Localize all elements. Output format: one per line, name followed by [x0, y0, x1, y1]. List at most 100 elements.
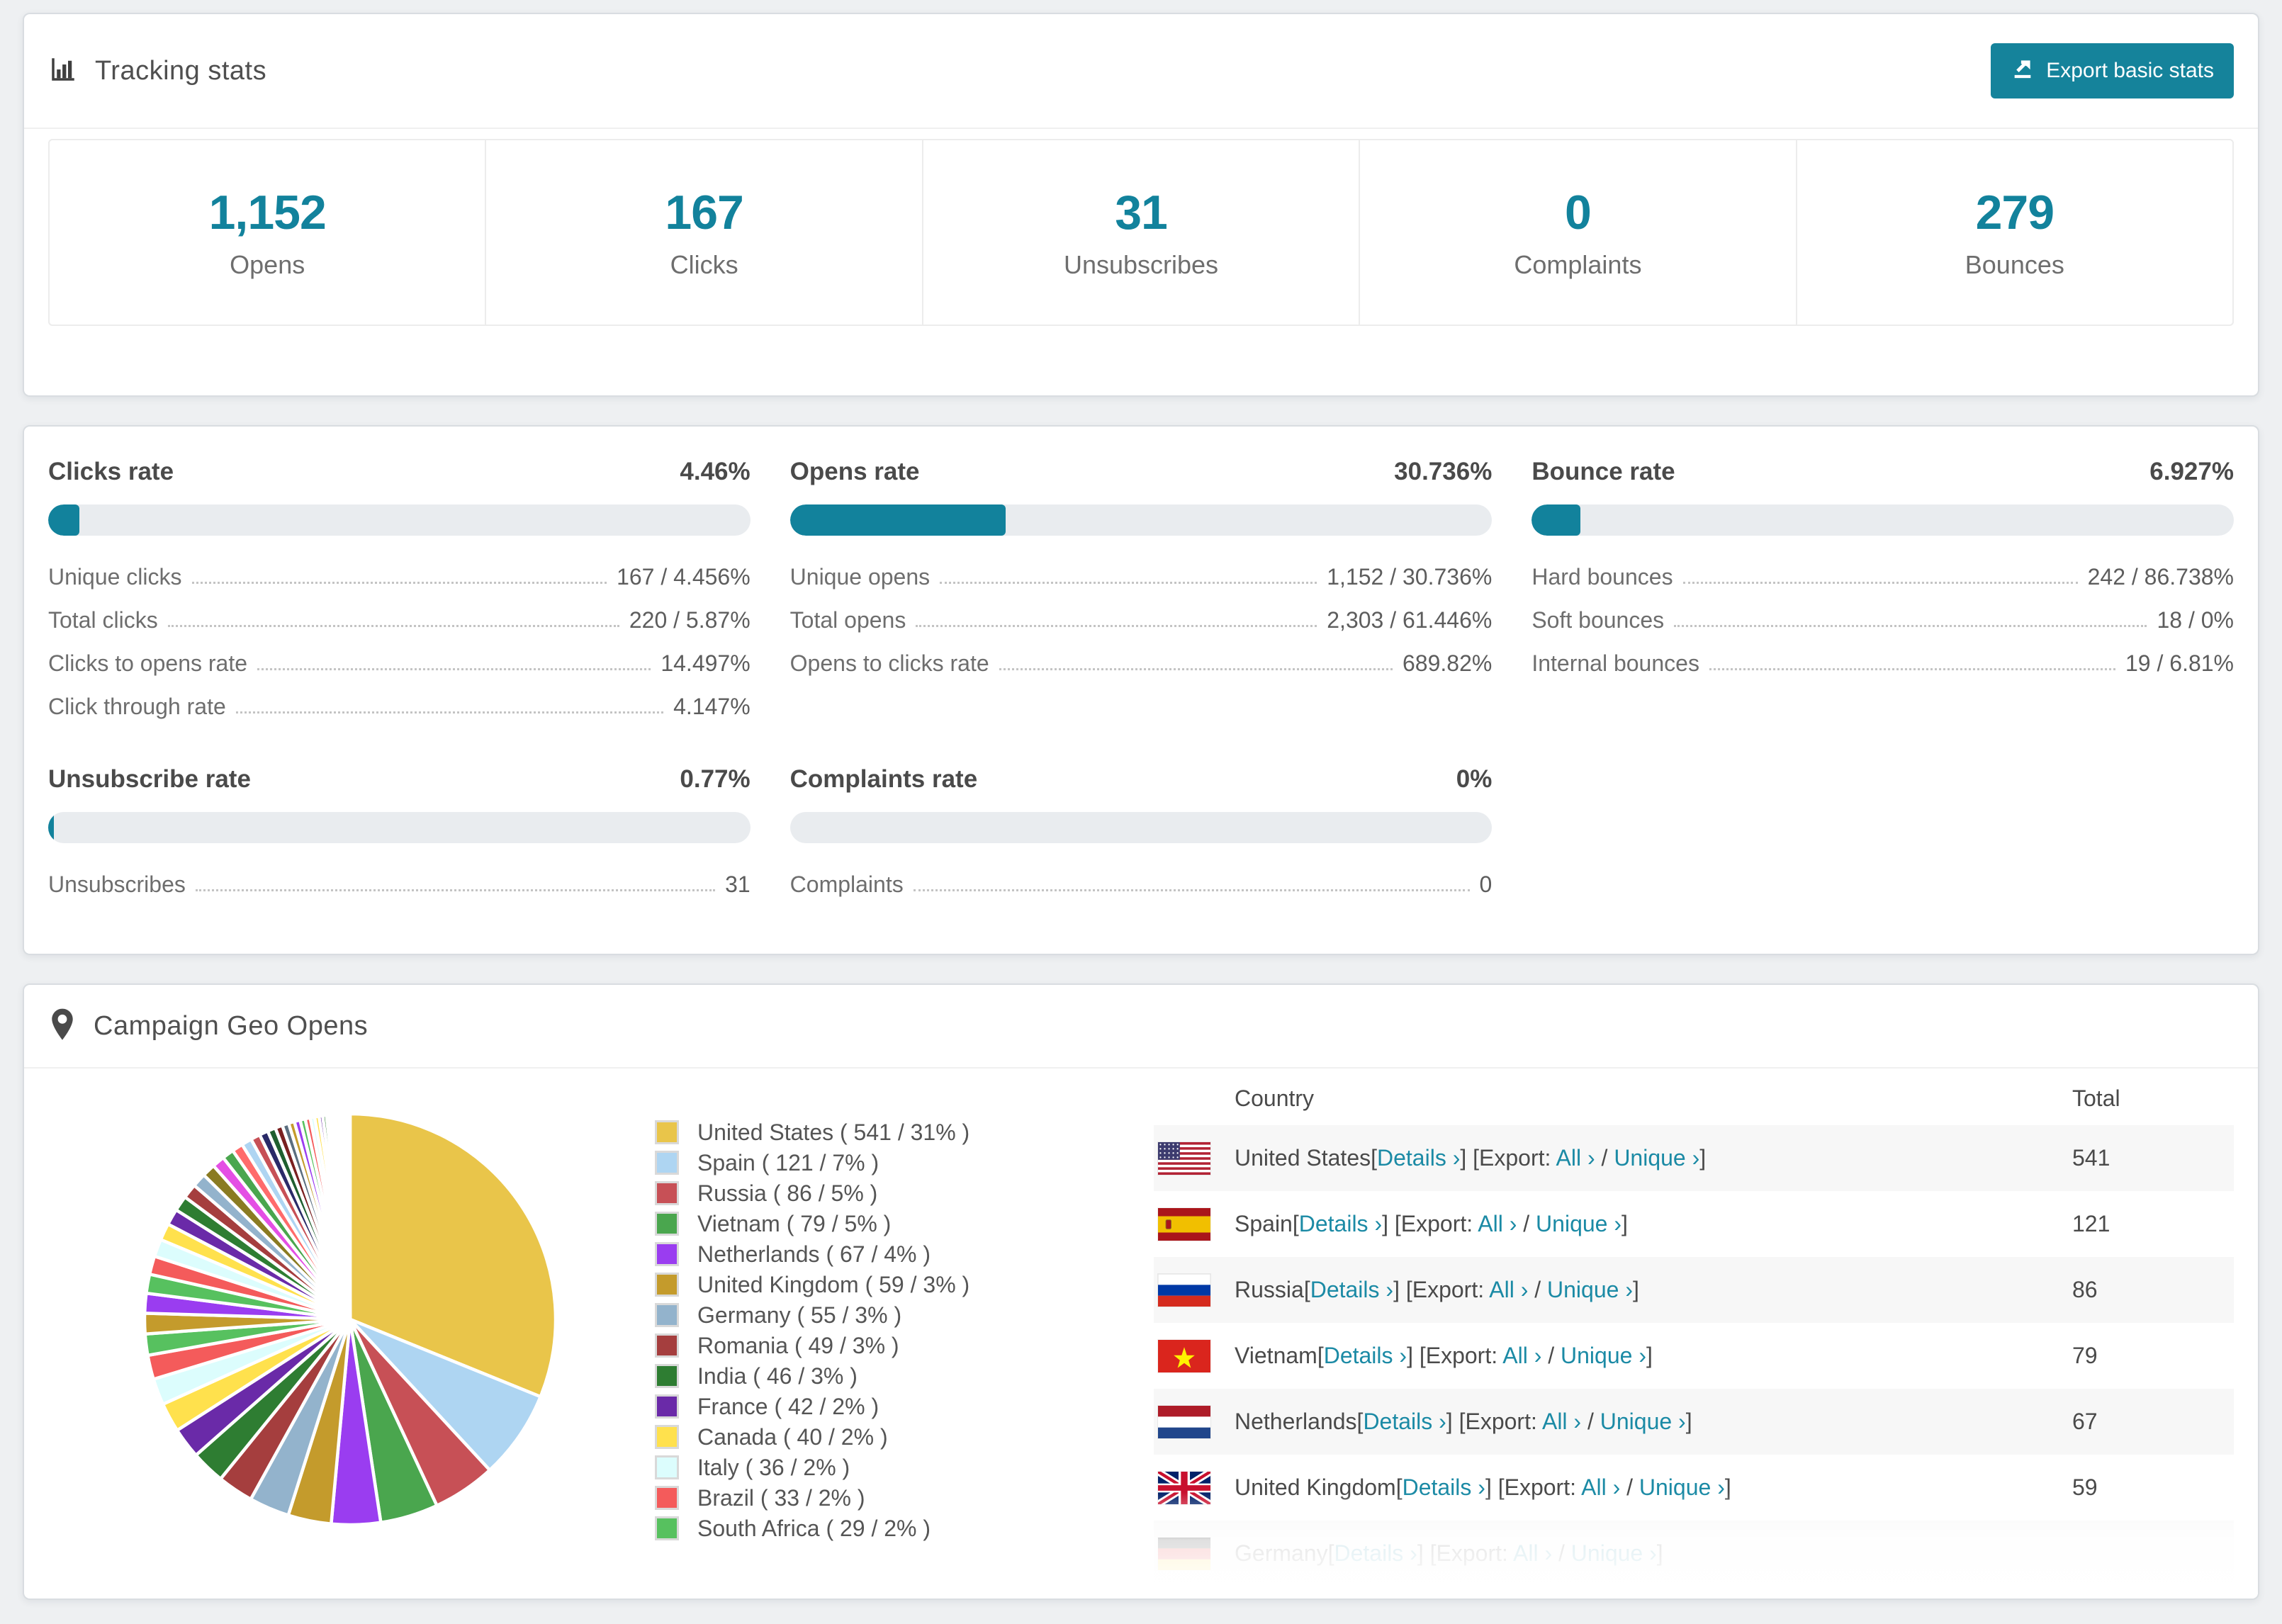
dotted-leader [999, 668, 1393, 670]
legend-swatch [655, 1394, 679, 1419]
export-unique-link[interactable]: Unique › [1639, 1474, 1725, 1500]
stat-row: Click through rate 4.147% [48, 694, 751, 720]
stat-value: 1,152 [208, 186, 327, 239]
dotted-leader [1709, 668, 2115, 670]
details-link[interactable]: Details › [1402, 1474, 1485, 1500]
stat-row-value: 19 / 6.81% [2125, 650, 2234, 676]
legend-item-romania: Romania ( 49 / 3% ) [655, 1331, 1154, 1360]
legend-label: Germany ( 55 / 3% ) [697, 1302, 902, 1328]
stat-label: Clicks [670, 250, 738, 279]
tracking-stats-header: Tracking stats Export basic stats [24, 14, 2258, 129]
export-all-link[interactable]: All › [1502, 1343, 1542, 1368]
details-link[interactable]: Details › [1310, 1277, 1394, 1302]
stat-label: Complaints [1514, 250, 1642, 279]
export-unique-link[interactable]: Unique › [1614, 1145, 1700, 1171]
rates-card: Clicks rate 4.46% Unique clicks 167 / 4.456… [23, 425, 2259, 955]
stat-row: Internal bounces 19 / 6.81% [1531, 650, 2234, 677]
details-link[interactable]: Details › [1298, 1211, 1383, 1236]
ru-flag-icon [1157, 1273, 1211, 1307]
stat-box-clicks: 167 Clicks [485, 140, 921, 325]
export-unique-link[interactable]: Unique › [1600, 1409, 1686, 1434]
stat-row-label: Total clicks [48, 607, 158, 633]
export-unique-link[interactable]: Unique › [1561, 1343, 1646, 1368]
export-all-link[interactable]: All › [1541, 1409, 1582, 1434]
export-button-label: Export basic stats [2046, 59, 2214, 82]
opens-rate-title: Opens rate [789, 458, 920, 485]
dotted-leader [191, 582, 607, 584]
country-column-header: Country [1235, 1086, 1315, 1111]
stat-row: Total clicks 220 / 5.87% [48, 607, 751, 633]
clicks-rate-title: Clicks rate [48, 458, 174, 485]
total-cell: 121 [2072, 1211, 2110, 1236]
total-cell: 541 [2072, 1145, 2110, 1171]
country-cell: United Kingdom [Details ›] [Export: All … [1154, 1468, 2072, 1507]
legend-item-germany: Germany ( 55 / 3% ) [655, 1301, 1154, 1329]
country-cell: Russia [Details ›] [Export: All › / Uniq… [1154, 1273, 2072, 1307]
clicks-rate-value: 4.46% [680, 458, 751, 485]
stat-box-opens: 1,152 Opens [50, 140, 485, 325]
country-name: Spain [1235, 1211, 1293, 1236]
stat-row-value: 0 [1479, 872, 1493, 897]
clicks-stats: Unique clicks 167 / 4.456% Total clicks 220… [48, 564, 751, 720]
stat-row: Unique opens 1,152 / 30.736% [790, 564, 1493, 590]
vn-flag-icon [1158, 1339, 1210, 1372]
stat-label: Unsubscribes [1063, 250, 1219, 279]
stat-row-value: 689.82% [1403, 650, 1493, 676]
legend-label: France ( 42 / 2% ) [697, 1393, 879, 1419]
stat-row-value: 167 / 4.456% [617, 564, 751, 590]
export-all-link[interactable]: All › [1478, 1211, 1517, 1236]
legend-swatch [655, 1455, 679, 1479]
table-row-vn: Vietnam [Details ›] [Export: All › / Uni… [1154, 1323, 2234, 1389]
nl-flag-icon [1158, 1405, 1210, 1438]
bounce-rate-block: Bounce rate 6.927% Hard bounces 242 / 86.73… [1531, 458, 2234, 737]
table-row-gb: United Kingdom [Details ›] [Export: All … [1154, 1455, 2234, 1521]
geo-header: Campaign Geo Opens [24, 985, 2258, 1068]
table-row-nl: Netherlands [Details ›] [Export: All › /… [1154, 1389, 2234, 1455]
dotted-leader [940, 582, 1317, 584]
export-basic-stats-button[interactable]: Export basic stats [1991, 43, 2234, 98]
dotted-leader [167, 625, 619, 627]
legend-item-italy: Italy ( 36 / 2% ) [655, 1453, 1154, 1482]
details-link[interactable]: Details › [1363, 1409, 1446, 1434]
map-pin-icon [48, 1008, 77, 1045]
legend-label: Italy ( 36 / 2% ) [697, 1454, 850, 1480]
export-all-link[interactable]: All › [1513, 1540, 1553, 1566]
pie-slice [348, 1317, 542, 1472]
legend-label: United States ( 541 / 31% ) [697, 1119, 970, 1145]
legend-swatch [655, 1273, 679, 1297]
country-name: Vietnam [1235, 1343, 1317, 1368]
total-cell: 67 [2072, 1409, 2098, 1434]
export-all-link[interactable]: All › [1489, 1277, 1529, 1302]
details-link[interactable]: Details › [1323, 1343, 1407, 1368]
export-unique-link[interactable]: Unique › [1536, 1211, 1621, 1236]
geo-legend: United States ( 541 / 31% ) Spain ( 121 /… [655, 1118, 1154, 1586]
stat-label: Bounces [1965, 250, 2064, 279]
country-cell: Netherlands [Details ›] [Export: All › /… [1154, 1405, 2072, 1438]
legend-swatch [655, 1181, 679, 1205]
dotted-leader [916, 625, 1317, 627]
details-link[interactable]: Details › [1377, 1145, 1461, 1171]
unsubscribe-rate-title: Unsubscribe rate [48, 765, 251, 793]
stat-row: Clicks to opens rate 14.497% [48, 650, 751, 677]
legend-swatch [655, 1151, 679, 1175]
export-unique-link[interactable]: Unique › [1547, 1277, 1633, 1302]
legend-label: Brazil ( 33 / 2% ) [697, 1484, 865, 1511]
stat-row-value: 2,303 / 61.446% [1327, 607, 1493, 633]
stat-row-value: 18 / 0% [2157, 607, 2234, 633]
export-unique-link[interactable]: Unique › [1570, 1540, 1657, 1566]
country-name: United States [1235, 1145, 1371, 1171]
stat-row: Total opens 2,303 / 61.446% [790, 607, 1493, 633]
export-all-link[interactable]: All › [1581, 1474, 1621, 1500]
legend-item-united-kingdom: United Kingdom ( 59 / 3% ) [655, 1270, 1154, 1299]
opens-rate-block: Opens rate 30.736% Unique opens 1,152 / 30.… [789, 458, 1493, 737]
details-link[interactable]: Details › [1334, 1540, 1417, 1566]
country-name: Netherlands [1235, 1409, 1357, 1434]
rate-head: Unsubscribe rate 0.77% [48, 765, 751, 794]
stat-row-label: Total opens [789, 607, 906, 633]
stat-row: Hard bounces 242 / 86.738% [1531, 564, 2234, 590]
stat-row: Complaints 0 [790, 872, 1493, 898]
rate-head: Clicks rate 4.46% [48, 458, 751, 486]
unsubscribe-stats: Unsubscribes 31 [48, 872, 751, 898]
complaints-rate-block: Complaints rate 0% Complaints 0 [789, 765, 1493, 915]
export-all-link[interactable]: All › [1556, 1145, 1595, 1171]
